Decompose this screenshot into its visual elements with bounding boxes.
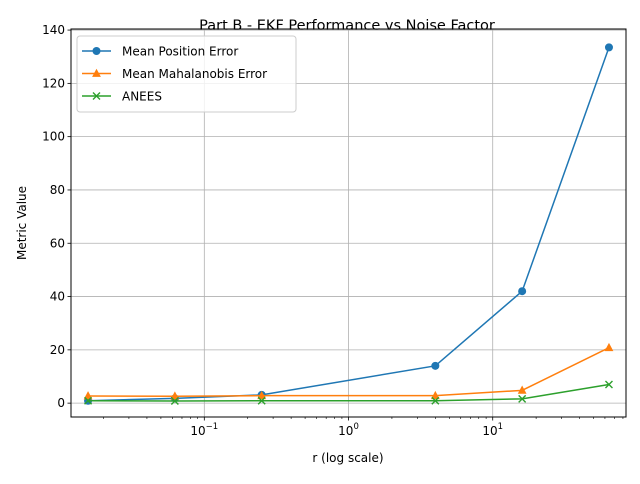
x-tick-base: 10 xyxy=(190,424,205,438)
x-axis: 10−1 100 101 xyxy=(103,417,624,438)
series-2 xyxy=(84,380,613,406)
series-line xyxy=(88,383,610,402)
data-point xyxy=(83,391,93,400)
y-axis: 0 20 40 60 80 100 120 140 xyxy=(42,23,71,410)
x-tick-exponent: 0 xyxy=(353,422,358,432)
y-tick-label: 40 xyxy=(50,290,65,304)
data-point xyxy=(257,390,267,400)
y-tick-label: 140 xyxy=(42,23,65,37)
series-1 xyxy=(83,342,614,400)
data-point xyxy=(518,394,527,403)
series-line xyxy=(88,47,610,402)
data-point xyxy=(170,391,180,400)
legend: Mean Position Error Mean Mahalanobis Erro… xyxy=(76,35,297,113)
x-tick-label: 10−1 xyxy=(190,422,218,438)
data-point xyxy=(518,287,527,296)
y-tick-label: 120 xyxy=(42,76,65,90)
x-axis-label: r (log scale) xyxy=(312,451,383,465)
legend-marker xyxy=(92,68,101,77)
y-tick-label: 80 xyxy=(50,183,65,197)
series-layer xyxy=(83,43,614,406)
data-point xyxy=(604,380,613,389)
data-point xyxy=(170,397,179,406)
legend-label: Mean Position Error xyxy=(122,45,238,59)
x-tick-label: 100 xyxy=(338,422,359,438)
y-tick-label: 60 xyxy=(50,236,65,250)
y-tick-label: 0 xyxy=(57,396,65,410)
x-tick-label: 101 xyxy=(482,422,503,438)
data-point xyxy=(84,396,93,405)
series-line xyxy=(88,347,610,397)
data-point xyxy=(604,43,613,52)
y-tick-label: 100 xyxy=(42,130,65,144)
x-tick-base: 10 xyxy=(338,424,353,438)
data-point xyxy=(431,361,440,370)
data-point xyxy=(517,385,527,394)
legend-label: Mean Mahalanobis Error xyxy=(122,67,267,81)
data-point xyxy=(430,390,440,400)
data-point xyxy=(604,342,614,352)
data-point xyxy=(257,396,266,405)
legend-box xyxy=(76,35,297,113)
legend-marker xyxy=(92,92,101,100)
y-tick-label: 20 xyxy=(50,343,65,357)
x-tick-exponent: −1 xyxy=(206,422,219,432)
data-point xyxy=(431,396,440,405)
x-tick-exponent: 1 xyxy=(498,422,503,432)
chart-title: Part B - EKF Performance vs Noise Factor xyxy=(199,18,495,34)
y-axis-label: Metric Value xyxy=(15,186,29,260)
x-tick-base: 10 xyxy=(482,424,497,438)
legend-marker xyxy=(92,47,101,55)
legend-label: ANEES xyxy=(122,90,162,104)
